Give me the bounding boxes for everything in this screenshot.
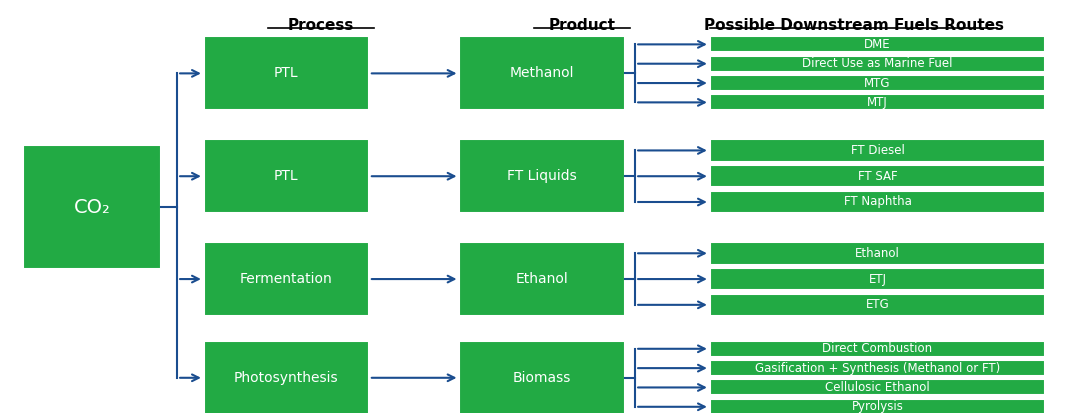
- Text: MTG: MTG: [864, 77, 891, 89]
- Text: Ethanol: Ethanol: [855, 247, 900, 260]
- FancyBboxPatch shape: [710, 191, 1046, 213]
- Text: Possible Downstream Fuels Routes: Possible Downstream Fuels Routes: [704, 18, 1004, 33]
- Text: MTJ: MTJ: [867, 96, 888, 109]
- FancyBboxPatch shape: [204, 242, 368, 316]
- Text: Product: Product: [549, 18, 615, 33]
- FancyBboxPatch shape: [710, 379, 1046, 396]
- Text: Biomass: Biomass: [513, 371, 571, 385]
- Text: Ethanol: Ethanol: [516, 272, 568, 286]
- FancyBboxPatch shape: [459, 139, 625, 213]
- Text: ETG: ETG: [866, 298, 890, 311]
- FancyBboxPatch shape: [710, 165, 1046, 188]
- FancyBboxPatch shape: [459, 242, 625, 316]
- FancyBboxPatch shape: [710, 341, 1046, 357]
- FancyBboxPatch shape: [710, 242, 1046, 265]
- Text: Cellulosic Ethanol: Cellulosic Ethanol: [826, 381, 930, 394]
- FancyBboxPatch shape: [204, 36, 368, 110]
- FancyBboxPatch shape: [710, 399, 1046, 415]
- Text: PTL: PTL: [274, 67, 299, 80]
- FancyBboxPatch shape: [710, 294, 1046, 316]
- Text: CO₂: CO₂: [74, 198, 110, 217]
- FancyBboxPatch shape: [710, 56, 1046, 72]
- Text: Photosynthesis: Photosynthesis: [234, 371, 339, 385]
- FancyBboxPatch shape: [204, 139, 368, 213]
- FancyBboxPatch shape: [22, 145, 161, 269]
- FancyBboxPatch shape: [710, 268, 1046, 290]
- Text: FT Diesel: FT Diesel: [850, 144, 905, 157]
- Text: Direct Combustion: Direct Combustion: [822, 342, 932, 355]
- FancyBboxPatch shape: [710, 360, 1046, 376]
- FancyBboxPatch shape: [459, 36, 625, 110]
- FancyBboxPatch shape: [710, 94, 1046, 110]
- FancyBboxPatch shape: [459, 341, 625, 415]
- Text: Gasification + Synthesis (Methanol or FT): Gasification + Synthesis (Methanol or FT…: [755, 362, 1000, 375]
- FancyBboxPatch shape: [710, 139, 1046, 162]
- Text: FT Liquids: FT Liquids: [507, 169, 577, 183]
- Text: Process: Process: [287, 18, 355, 33]
- Text: DME: DME: [864, 38, 891, 51]
- FancyBboxPatch shape: [710, 75, 1046, 91]
- Text: FT Naphtha: FT Naphtha: [844, 196, 911, 208]
- Text: FT SAF: FT SAF: [858, 170, 897, 183]
- FancyBboxPatch shape: [204, 341, 368, 415]
- Text: Direct Use as Marine Fuel: Direct Use as Marine Fuel: [802, 57, 953, 70]
- Text: Fermentation: Fermentation: [240, 272, 333, 286]
- Text: Pyrolysis: Pyrolysis: [851, 400, 904, 413]
- Text: ETJ: ETJ: [868, 272, 886, 285]
- FancyBboxPatch shape: [710, 36, 1046, 52]
- Text: PTL: PTL: [274, 169, 299, 183]
- Text: Methanol: Methanol: [509, 67, 575, 80]
